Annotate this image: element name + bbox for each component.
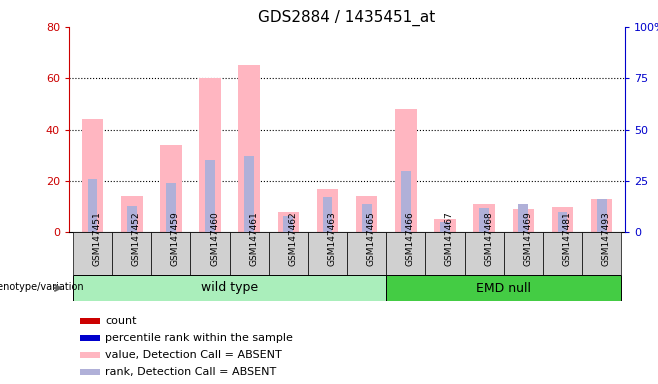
Bar: [597, 199, 607, 232]
Bar: [190, 232, 230, 275]
Text: GSM147467: GSM147467: [445, 211, 454, 266]
Text: rank, Detection Call = ABSENT: rank, Detection Call = ABSENT: [105, 367, 276, 377]
Bar: [205, 161, 215, 232]
Bar: [127, 205, 137, 232]
Bar: [80, 318, 99, 324]
Text: GSM147493: GSM147493: [601, 211, 611, 266]
Bar: [551, 207, 573, 232]
Bar: [362, 204, 372, 232]
Bar: [465, 232, 504, 275]
Bar: [73, 232, 112, 275]
Bar: [160, 145, 182, 232]
Bar: [513, 209, 534, 232]
Text: GSM147481: GSM147481: [563, 211, 571, 266]
Bar: [80, 352, 99, 358]
Bar: [316, 189, 338, 232]
Text: GSM147466: GSM147466: [406, 211, 415, 266]
Text: GSM147469: GSM147469: [523, 211, 532, 266]
Text: GSM147452: GSM147452: [132, 211, 141, 266]
Bar: [199, 78, 221, 232]
Text: EMD null: EMD null: [476, 281, 531, 295]
Text: GSM147461: GSM147461: [249, 211, 258, 266]
Bar: [73, 275, 386, 301]
Text: GSM147465: GSM147465: [367, 211, 376, 266]
Bar: [151, 232, 190, 275]
Bar: [426, 232, 465, 275]
Bar: [80, 369, 99, 375]
Title: GDS2884 / 1435451_at: GDS2884 / 1435451_at: [259, 9, 436, 25]
Text: wild type: wild type: [201, 281, 258, 295]
Bar: [88, 179, 97, 232]
Bar: [401, 170, 411, 232]
Bar: [440, 222, 450, 232]
Bar: [582, 232, 621, 275]
Bar: [479, 208, 489, 232]
Text: genotype/variation: genotype/variation: [0, 281, 84, 292]
Bar: [504, 232, 543, 275]
Bar: [230, 232, 268, 275]
Text: GSM147463: GSM147463: [328, 211, 336, 266]
Bar: [121, 196, 143, 232]
Bar: [543, 232, 582, 275]
Bar: [322, 197, 332, 232]
Text: GSM147451: GSM147451: [93, 211, 101, 266]
Bar: [238, 65, 260, 232]
Text: GSM147459: GSM147459: [171, 211, 180, 266]
Bar: [166, 183, 176, 232]
Bar: [473, 204, 495, 232]
Bar: [82, 119, 103, 232]
Bar: [386, 275, 621, 301]
Bar: [268, 232, 308, 275]
Text: GSM147462: GSM147462: [288, 211, 297, 266]
Text: percentile rank within the sample: percentile rank within the sample: [105, 333, 293, 343]
Text: GSM147460: GSM147460: [210, 211, 219, 266]
Text: GSM147468: GSM147468: [484, 211, 493, 266]
Bar: [356, 196, 378, 232]
Bar: [395, 109, 417, 232]
Bar: [557, 212, 567, 232]
Bar: [591, 199, 613, 232]
Bar: [80, 335, 99, 341]
Text: count: count: [105, 316, 137, 326]
Bar: [347, 232, 386, 275]
Bar: [244, 156, 254, 232]
Bar: [308, 232, 347, 275]
Bar: [519, 204, 528, 232]
Bar: [112, 232, 151, 275]
Bar: [386, 232, 426, 275]
Bar: [284, 216, 293, 232]
Bar: [434, 220, 456, 232]
Text: value, Detection Call = ABSENT: value, Detection Call = ABSENT: [105, 350, 282, 360]
Bar: [278, 212, 299, 232]
